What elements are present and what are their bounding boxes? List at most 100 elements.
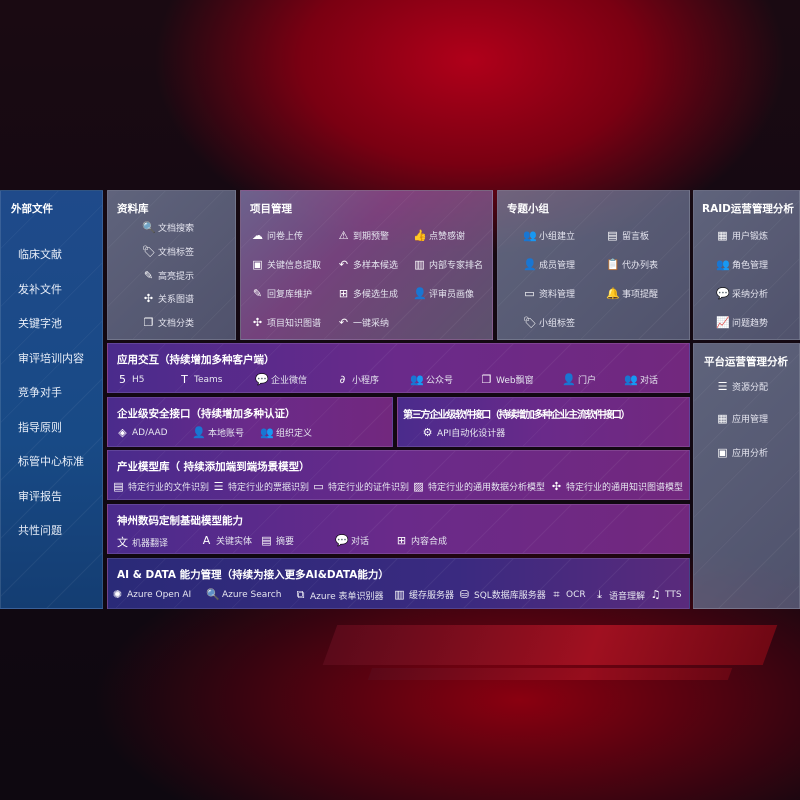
menu-item[interactable]: 👤 本地账号 [192, 426, 244, 439]
menu-item-label: 对话 [640, 376, 659, 386]
menu-item[interactable]: ⚠ 到期预警 [337, 229, 389, 242]
menu-item[interactable]: ❐ Web飘窗 [480, 373, 534, 386]
menu-item[interactable]: ❐ 文档分类 [142, 316, 194, 329]
menu-item[interactable]: ◈ AD/AAD [116, 426, 167, 439]
menu-item[interactable]: 👤 门户 [562, 373, 596, 386]
menu-item-label: 小组建立 [539, 232, 576, 242]
menu-item-label: Azure Search [222, 589, 282, 600]
search-doc-icon: 🔍 [206, 588, 220, 601]
menu-item[interactable]: 👍 点赞感谢 [413, 229, 465, 242]
menu-item-label: 文档标签 [158, 248, 195, 258]
menu-item-label: 多样本候选 [353, 261, 399, 271]
menu-item[interactable]: ▦ 应用管理 [716, 412, 768, 425]
menu-item[interactable]: ☰ 特定行业的票据识别 [212, 480, 309, 493]
menu-item[interactable]: ☰ 资源分配 [716, 380, 768, 393]
menu-item-label: 采纳分析 [732, 290, 769, 300]
menu-item[interactable]: ⊞ 内容合成 [395, 534, 447, 547]
extract-icon: ▣ [252, 258, 263, 271]
menu-item[interactable]: ▥ 缓存服务器 [393, 588, 454, 601]
menu-item-label: 关键实体 [216, 537, 253, 547]
menu-item[interactable]: 📈 问题趋势 [716, 316, 768, 329]
menu-item[interactable]: 📋 代办列表 [606, 258, 658, 271]
sidebar-item[interactable]: 竞争对手 [18, 386, 62, 399]
menu-item[interactable]: 💬 企业微信 [255, 373, 307, 386]
menu-item[interactable]: A 关键实体 [200, 534, 252, 547]
menu-item[interactable]: ⚙ API自动化设计器 [421, 426, 506, 439]
menu-item[interactable]: 🔔 事项提醒 [606, 287, 658, 300]
menu-item[interactable]: 👥 组织定义 [260, 426, 312, 439]
sidebar-item[interactable]: 关键字池 [18, 317, 62, 330]
id-card-icon: ▦ [717, 229, 728, 242]
menu-item[interactable]: ✺ Azure Open AI [111, 588, 191, 601]
puzzle-icon: ⊞ [338, 287, 349, 300]
cloud-upload-icon: ☁ [252, 229, 263, 242]
menu-item-label: 用户锻炼 [732, 232, 769, 242]
menu-item[interactable]: ▣ 应用分析 [716, 446, 768, 459]
sidebar-item[interactable]: 发补文件 [18, 282, 62, 296]
menu-item[interactable]: 💬 采纳分析 [716, 287, 768, 300]
menu-item[interactable]: 👥 角色管理 [716, 258, 768, 271]
knowledge-graph-icon: ✣ [551, 480, 562, 493]
menu-item[interactable]: 👥 小组建立 [523, 229, 575, 242]
menu-item[interactable]: 💬 对话 [335, 534, 369, 547]
menu-item[interactable]: ∂ 小程序 [336, 373, 379, 386]
menu-item-label: 代办列表 [622, 261, 659, 271]
sidebar-item[interactable]: 审评培训内容 [18, 351, 84, 365]
graph-icon: ✣ [143, 292, 154, 305]
menu-item[interactable]: ▤ 留言板 [606, 229, 649, 242]
menu-item[interactable]: 文机器翻译 [116, 534, 168, 550]
menu-item[interactable]: ☁ 问卷上传 [251, 229, 303, 242]
sidebar-item[interactable]: 标管中心标准 [18, 455, 84, 468]
library-panel: 资料库 🔍 文档搜索 🏷 文档标签 ✎ 高亮提示 ✣ 关系图谱 ❐ 文档分类 [107, 190, 236, 340]
menu-item[interactable]: T Teams [178, 373, 222, 386]
menu-item[interactable]: ⛁ SQL数据库服务器 [458, 588, 546, 601]
menu-item[interactable]: ✎ 高亮提示 [142, 269, 194, 282]
menu-item[interactable]: ⌗ OCR [550, 588, 585, 602]
sidebar-item[interactable]: 指导原则 [18, 420, 62, 434]
menu-item[interactable]: ⧉ Azure 表单识别器 [294, 588, 384, 602]
menu-item-label: 对话 [351, 537, 370, 547]
menu-item[interactable]: ✎ 回复库维护 [251, 287, 312, 300]
local-account-icon: 👤 [192, 426, 206, 439]
sidebar-item[interactable]: 审评报告 [18, 489, 62, 503]
menu-item[interactable]: 🔍 Azure Search [206, 588, 281, 601]
menu-item[interactable]: 👥 公众号 [410, 373, 453, 386]
menu-item[interactable]: ✣ 项目知识图谱 [251, 316, 321, 329]
menu-item[interactable]: 🔍 文档搜索 [142, 221, 194, 234]
menu-item-label: 点赞感谢 [429, 232, 466, 242]
menu-item[interactable]: ▨ 特定行业的通用数据分析模型 [412, 480, 545, 493]
sidebar-item[interactable]: 临床文献 [18, 248, 62, 261]
sidebar-item[interactable]: 共性问题 [18, 524, 62, 537]
menu-item-label: 资料管理 [539, 290, 576, 300]
menu-item[interactable]: 👤 评审员画像 [413, 287, 474, 300]
menu-item[interactable]: ✣ 特定行业的通用知识图谱模型 [550, 480, 683, 493]
menu-item[interactable]: ⊞ 多候选生成 [337, 287, 398, 300]
menu-item[interactable]: ▤ 摘要 [260, 534, 294, 547]
menu-item[interactable]: ▣ 关键信息提取 [251, 258, 321, 271]
menu-item[interactable]: ↶ 一键采纳 [337, 316, 389, 329]
menu-item-label: 应用管理 [732, 415, 769, 425]
menu-item[interactable]: ▭ 资料管理 [523, 287, 575, 300]
form-recognizer-icon: ⧉ [296, 588, 305, 601]
menu-item[interactable]: 🏷 文档标签 [142, 245, 194, 258]
add-user-icon: 👤 [523, 258, 537, 271]
section-title: 第三方企业级软件接口（持续增加多种企业主流软件接口） [403, 410, 631, 421]
alarm-icon: ⚠ [338, 229, 349, 242]
menu-item[interactable]: 🏷 小组标签 [523, 316, 575, 329]
menu-item[interactable]: 👤 成员管理 [523, 258, 575, 271]
menu-item[interactable]: ⤓ 语音理解 [593, 588, 645, 602]
menu-item[interactable]: 👥 对话 [624, 373, 658, 386]
trend-icon: 📈 [716, 316, 730, 329]
menu-item[interactable]: ✣ 关系图谱 [142, 292, 194, 305]
menu-item[interactable]: ▦ 用户锻炼 [716, 229, 768, 242]
receipt-icon: ☰ [213, 480, 224, 493]
menu-item[interactable]: 5 H5 [116, 373, 145, 386]
menu-item[interactable]: ▤ 特定行业的文件识别 [112, 480, 209, 493]
menu-item[interactable]: ♫ TTS [649, 588, 682, 601]
qa-icon: 💬 [716, 287, 730, 300]
menu-item[interactable]: ▥ 内部专家排名 [413, 258, 483, 271]
menu-item-label: 留言板 [622, 232, 650, 242]
menu-item[interactable]: ▭ 特定行业的证件识别 [312, 480, 409, 493]
person-icon: 👤 [413, 287, 427, 300]
menu-item[interactable]: ↶ 多样本候选 [337, 258, 398, 271]
